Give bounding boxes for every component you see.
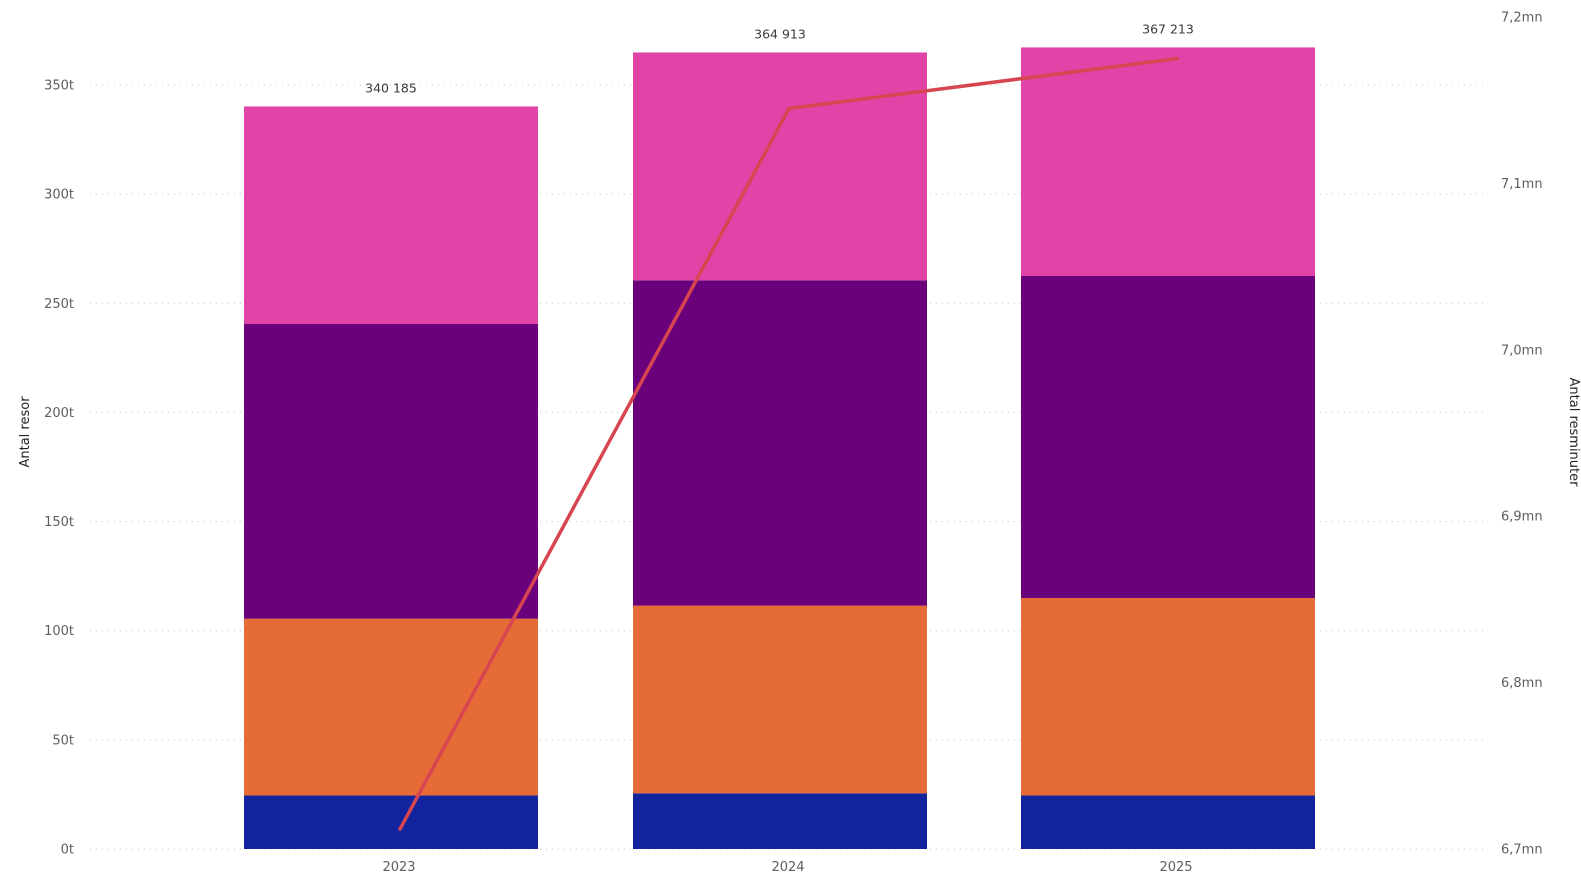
y-axis-right: 6,7mn 6,8mn 6,9mn 7,0mn 7,1mn 7,2mn [1501, 11, 1543, 858]
x-tick-label: 2025 [1159, 860, 1192, 875]
y-axis-title: Antal resor [18, 396, 33, 468]
bar-segment [244, 618, 538, 796]
total-data-label: 367 213 [1142, 21, 1194, 36]
y-tick-label: 100t [44, 624, 74, 639]
x-tick-label: 2023 [382, 860, 415, 875]
total-data-label: 364 913 [754, 26, 806, 41]
bar-segment [1021, 276, 1315, 598]
y2-tick-label: 7,2mn [1501, 11, 1543, 26]
bar-segment [1021, 597, 1315, 796]
y2-tick-label: 6,8mn [1501, 676, 1543, 691]
total-data-label: 340 185 [365, 80, 417, 95]
bar-segment [633, 605, 927, 794]
bar-segment [1021, 47, 1315, 276]
y-tick-label: 150t [44, 515, 74, 530]
y-tick-label: 300t [44, 188, 74, 203]
bar-segment [633, 52, 927, 281]
y2-axis-title: Antal resminuter [1566, 378, 1581, 488]
y2-tick-label: 7,1mn [1501, 177, 1543, 192]
bar-segment [244, 324, 538, 619]
line-series [398, 56, 1179, 831]
y2-tick-label: 6,9mn [1501, 510, 1543, 525]
y-tick-label: 50t [52, 733, 74, 748]
x-axis: 2023 2024 2025 [382, 860, 1192, 875]
y2-tick-label: 7,0mn [1501, 343, 1543, 358]
bar-segment [244, 106, 538, 325]
stacked-bars [244, 47, 1315, 849]
bar-segment [633, 793, 927, 849]
y-axis-left: 0t 50t 100t 150t 200t 250t 300t 350t [44, 79, 74, 858]
bar-segment [633, 280, 927, 606]
y-tick-label: 200t [44, 406, 74, 421]
bar-segment [1021, 795, 1315, 849]
line-series-path [398, 56, 1179, 831]
y-tick-label: 350t [44, 79, 74, 94]
y-tick-label: 0t [61, 843, 74, 858]
total-labels: 340 185 364 913 367 213 [365, 21, 1194, 95]
y-tick-label: 250t [44, 297, 74, 312]
y2-tick-label: 6,7mn [1501, 843, 1543, 858]
bar-segment [244, 795, 538, 849]
x-tick-label: 2024 [771, 860, 804, 875]
